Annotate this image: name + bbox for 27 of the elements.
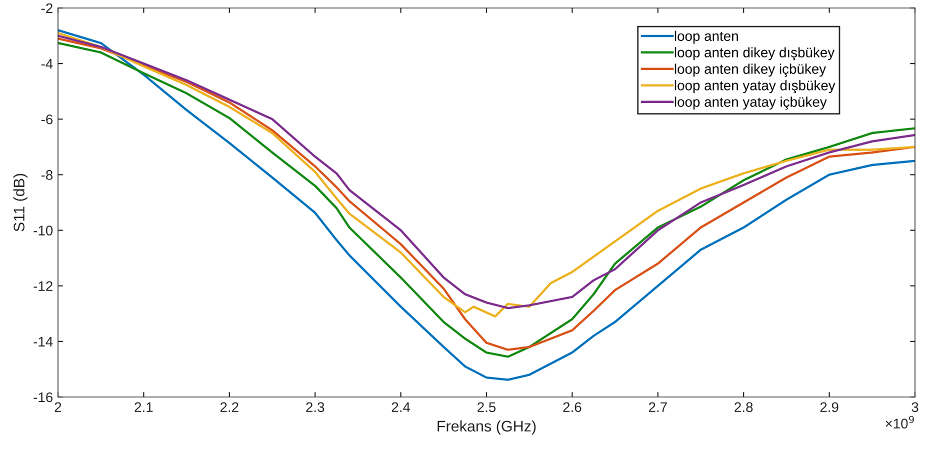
x-tick-label: 2.5 <box>478 402 496 412</box>
x-tick-label: 2.4 <box>392 402 410 412</box>
x-tick-label: 2.1 <box>134 402 153 412</box>
y-axis-title: S11 (dB) <box>13 174 28 232</box>
y-tick-label: -4 <box>41 59 53 69</box>
x-tick-label: 2.9 <box>820 402 838 412</box>
y-tick-label: -8 <box>41 170 53 180</box>
x-tick-label: 2 <box>54 402 62 412</box>
y-tick-label: -2 <box>41 3 52 14</box>
legend-label: loop anten yatay içbükey <box>674 96 827 110</box>
x-tick-label: 2.3 <box>306 402 324 412</box>
x-tick-label: 2.8 <box>734 402 753 412</box>
text: ×10$^{9}$ <box>886 416 914 428</box>
y-tick-label: -14 <box>34 336 53 346</box>
legend-label: loop anten yatay dışbükey <box>674 80 836 94</box>
y-tick-label: -12 <box>34 281 52 291</box>
x-tick-label: 2.7 <box>648 402 667 412</box>
y-tick-label: -16 <box>34 392 53 402</box>
legend-label: loop anten dikey içbükey <box>674 64 826 77</box>
legend-label: loop anten <box>674 30 738 44</box>
x-tick-label: 3 <box>912 402 918 412</box>
x-axis-title: Frekans (GHz) <box>438 420 536 435</box>
x-tick-label: 2.2 <box>220 402 238 412</box>
y-tick-label: -10 <box>34 226 53 236</box>
y-tick-label: -6 <box>41 114 53 124</box>
legend-label: loop anten dikey dışbükey <box>674 47 835 60</box>
x-tick-label: 2.6 <box>563 402 582 412</box>
